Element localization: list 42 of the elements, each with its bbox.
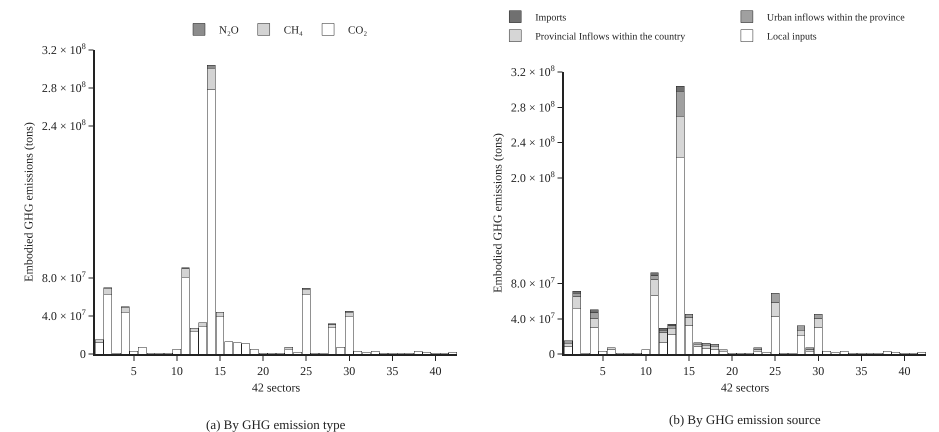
y-tick-label: 3.2 × 10$^{8}$ [42, 42, 86, 58]
x-tick-label: 10 [640, 364, 652, 378]
x-axis-title: 42 sectors [252, 380, 300, 395]
x-tick-label: 35 [855, 364, 868, 378]
x-tick-label: 15 [214, 364, 226, 378]
x-tick-label: 5 [130, 364, 137, 378]
x-tick-label: 40 [429, 364, 442, 378]
legend-label: CO₂ [348, 24, 368, 37]
x-tick-label: 30 [812, 364, 824, 378]
legend-label: Local inputs [766, 32, 817, 43]
legend-label: Provincial Inflows within the country [535, 32, 686, 43]
legend-label: Imports [535, 12, 566, 24]
y-tick-label: 2.8 × 10$^{8}$ [510, 99, 555, 114]
y-axis-title: Embodied GHG emissions (tons) [22, 122, 36, 282]
y-axis-title: Embodied GHG emissions (tons) [490, 133, 505, 293]
y-tick-label: 2.4 × 10$^{8}$ [42, 118, 86, 134]
text: (a) By GHG emission type [206, 417, 346, 432]
x-axis-title: 42 sectors [720, 380, 770, 395]
y-tick-label: 0 [548, 347, 555, 362]
y-tick-label: 8.0 × 10$^{7}$ [42, 270, 86, 286]
y-tick-label: 4.0 × 10$^{7}$ [42, 308, 86, 324]
x-tick-label: 20 [257, 364, 270, 378]
y-tick-label: 4.0 × 10$^{7}$ [510, 310, 555, 326]
x-tick-label: 30 [343, 364, 356, 378]
legend-label: N₂O [219, 24, 239, 37]
x-tick-label: 25 [769, 364, 782, 378]
y-tick-label: 3.2 × 10$^{8}$ [510, 64, 555, 80]
legend-label: Urban inflows within the province [766, 12, 906, 24]
x-tick-label: 15 [682, 364, 695, 378]
legend-label: CH₄ [284, 24, 304, 37]
text: (b) By GHG emission source [669, 412, 821, 427]
x-tick-label: 40 [898, 364, 910, 378]
y-tick-label: 2.4 × 10$^{8}$ [510, 134, 555, 150]
x-tick-label: 35 [386, 364, 398, 378]
y-tick-label: 2.0 × 10$^{8}$ [510, 170, 555, 185]
y-tick-label: 2.8 × 10$^{8}$ [42, 80, 86, 96]
x-tick-label: 5 [600, 364, 606, 378]
x-tick-label: 25 [300, 364, 312, 378]
x-tick-label: 20 [726, 364, 738, 378]
y-tick-label: 0 [80, 347, 86, 362]
x-tick-label: 10 [170, 364, 183, 378]
y-tick-label: 8.0 × 10$^{7}$ [510, 276, 555, 291]
